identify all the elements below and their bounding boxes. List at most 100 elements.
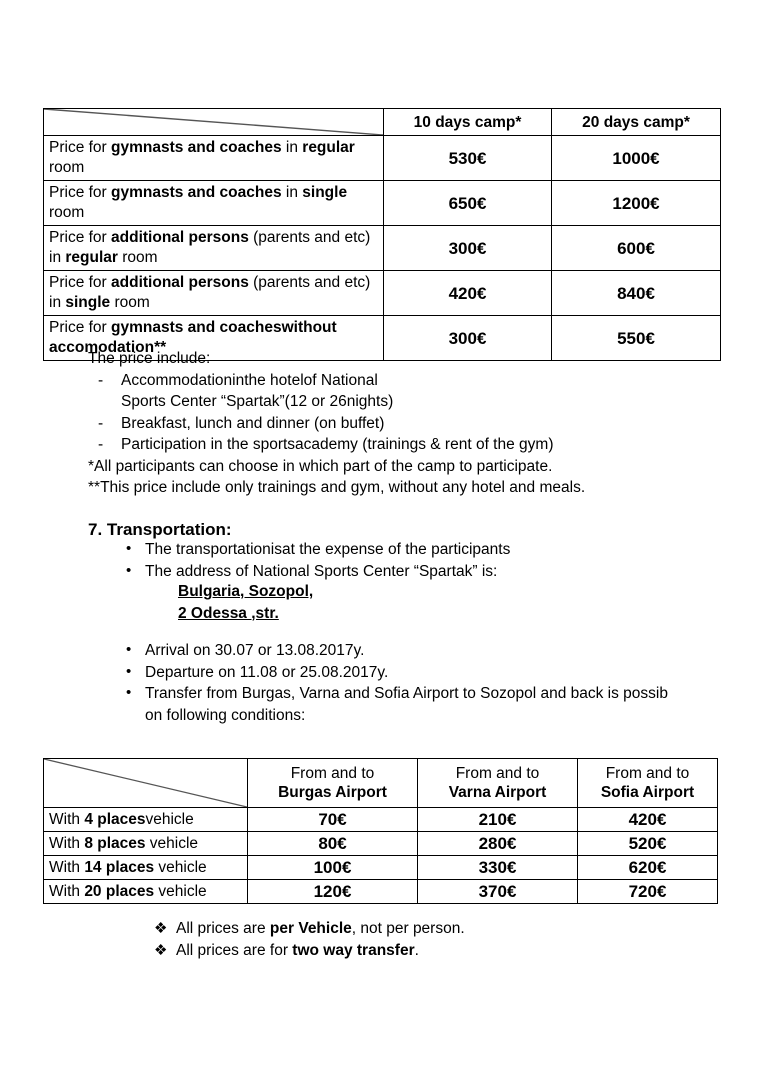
transfer-price-table: From and to Burgas Airport From and to Varn… — [43, 758, 718, 904]
price-cell: 1000€ — [551, 135, 721, 181]
transfer-table-corner-cell — [43, 758, 248, 808]
text-plain: (parents and etc) in — [49, 274, 371, 311]
text-plain: (parents and etc) in — [49, 229, 371, 266]
text-emphasis: single — [65, 294, 111, 311]
table-row: Price for additional persons (parents an… — [43, 270, 721, 316]
diagonal-divider-icon — [44, 759, 247, 807]
text-plain: Price for — [49, 184, 112, 201]
price-cell: 650€ — [383, 180, 552, 226]
transfer-table-header-row: From and to Burgas Airport From and to Varn… — [43, 758, 718, 808]
price-table-column-header-20-days: 20 days camp* — [551, 108, 721, 136]
price-cell: 530€ — [383, 135, 552, 181]
round-bullet-icon: • — [126, 684, 132, 701]
address-line: Bulgaria, Sozopol, — [178, 583, 314, 600]
text-plain: in — [281, 184, 303, 201]
price-cell: 840€ — [551, 270, 721, 316]
text-emphasis: 20 places — [84, 883, 155, 900]
address-line: 2 Odessa ,str. — [178, 604, 279, 622]
text-plain: vehicle — [154, 859, 207, 876]
round-bullet-icon: • — [126, 662, 132, 680]
price-row-label: Price for additional persons (parents an… — [43, 270, 384, 316]
text-emphasis: single — [302, 184, 348, 201]
price-table: 10 days camp* 20 days camp* Price for gy… — [43, 108, 721, 361]
table-row: Price for gymnasts and coaches in single… — [43, 180, 721, 226]
text-emphasis: two way transfer — [292, 941, 415, 959]
list-item-line: on following conditions: — [145, 706, 306, 724]
price-table-header-row: 10 days camp* 20 days camp* — [43, 108, 721, 136]
price-cell: 120€ — [247, 879, 418, 904]
price-row-label: Price for gymnasts and coaches in regula… — [43, 135, 384, 181]
text-plain: vehicle — [145, 811, 194, 828]
table-row: Price for gymnasts and coaches in regula… — [43, 135, 721, 181]
transportation-bullets-bottom: • Arrival on 30.07 or 13.08.2017y. • Depart… — [120, 640, 760, 726]
diamond-bullet-icon: ❖ — [154, 920, 168, 937]
diagonal-divider-icon — [44, 109, 383, 135]
text-emphasis: additional persons — [111, 274, 249, 291]
list-item: ❖ All prices are per Vehicle, not per per… — [150, 918, 710, 940]
transfer-column-header-line1: From and to — [290, 765, 375, 782]
price-cell: 520€ — [577, 831, 718, 856]
transportation-bullets-top: • The transportationisat the expense of t… — [120, 539, 740, 582]
transfer-column-header: From and to Varna Airport — [417, 758, 578, 808]
table-row: Price for gymnasts and coacheswithout ac… — [43, 315, 721, 361]
list-item: • Transfer from Burgas, Varna and Sofia A… — [120, 683, 760, 726]
list-item-line: Arrival on 30.07 or 13.08.2017y. — [145, 642, 365, 659]
diamond-bullet-icon: ❖ — [154, 941, 168, 959]
price-cell: 280€ — [417, 831, 578, 856]
text-emphasis: 14 places — [84, 859, 155, 876]
transfer-column-header: From and to Sofia Airport — [577, 758, 718, 808]
list-item: • The address of National Sports Center “… — [120, 561, 740, 583]
text-emphasis: 8 places — [84, 835, 146, 852]
list-item-line: Departure on 11.08 or 25.08.2017y. — [145, 663, 389, 681]
list-item-line: Participation in the sportsacademy (trai… — [121, 436, 554, 453]
list-item-line: Transfer from Burgas, Varna and Sofia Ai… — [145, 685, 668, 702]
list-item: - Accommodationinthe hotelof National Spor… — [88, 370, 728, 413]
text-plain: Price for — [49, 139, 112, 156]
transfer-column-header-line2: Sofia Airport — [600, 784, 695, 801]
price-cell: 100€ — [247, 855, 418, 880]
price-cell: 550€ — [551, 315, 721, 361]
price-cell: 1200€ — [551, 180, 721, 226]
price-cell: 300€ — [383, 315, 552, 361]
text-plain: , not per person. — [351, 920, 465, 937]
price-cell: 300€ — [383, 225, 552, 271]
list-item: • The transportationisat the expense of t… — [120, 539, 740, 561]
price-row-label: Price for gymnasts and coacheswithout ac… — [43, 315, 384, 361]
text-plain: With — [49, 811, 85, 828]
text-emphasis: gymnasts and coaches — [111, 139, 282, 156]
price-table-column-header-10-days: 10 days camp* — [383, 108, 552, 136]
transfer-column-header-line1: From and to — [605, 765, 690, 782]
transfer-column-header-line2: Varna Airport — [448, 784, 547, 801]
text-plain: With — [49, 835, 85, 852]
round-bullet-icon: • — [126, 641, 132, 658]
price-table-body: 10 days camp* 20 days camp* Price for gy… — [43, 108, 721, 361]
table-row: With 8 places vehicle 80€ 280€ 520€ — [43, 831, 718, 856]
text-plain: All prices are for — [176, 941, 293, 959]
list-item: - Breakfast, lunch and dinner (on buffet) — [88, 413, 728, 435]
text-plain: room — [110, 294, 150, 311]
text-plain: Price for — [49, 274, 112, 291]
list-item-line: Breakfast, lunch and dinner (on buffet) — [121, 414, 385, 432]
price-cell: 70€ — [247, 807, 418, 832]
round-bullet-icon: • — [126, 540, 132, 557]
text-plain: Price for — [49, 229, 112, 246]
transfer-row-label: With 20 places vehicle — [43, 879, 248, 904]
price-cell: 370€ — [417, 879, 578, 904]
footnote-one: *All participants can choose in which pa… — [88, 457, 553, 475]
list-item-line: Sports Center “Spartak”(12 or 26nights) — [121, 393, 394, 410]
text-plain: vehicle — [154, 883, 207, 900]
price-table-corner-cell — [43, 108, 384, 136]
transportation-heading: 7. Transportation: — [88, 520, 232, 539]
price-cell: 210€ — [417, 807, 578, 832]
transfer-row-label: With 8 places vehicle — [43, 831, 248, 856]
list-item: • Arrival on 30.07 or 13.08.2017y. — [120, 640, 760, 662]
text-emphasis: regular — [65, 249, 118, 266]
transfer-notes-list: ❖ All prices are per Vehicle, not per per… — [150, 918, 710, 961]
text-plain: Price for — [49, 319, 112, 336]
text-plain: . — [414, 941, 419, 959]
list-item-line: Accommodationinthe hotelof National — [121, 371, 378, 389]
price-cell: 420€ — [577, 807, 718, 832]
text-plain: vehicle — [145, 835, 199, 852]
list-item-text: The address of National Sports Center “S… — [145, 562, 498, 580]
text-emphasis: gymnasts and coaches — [111, 184, 282, 201]
